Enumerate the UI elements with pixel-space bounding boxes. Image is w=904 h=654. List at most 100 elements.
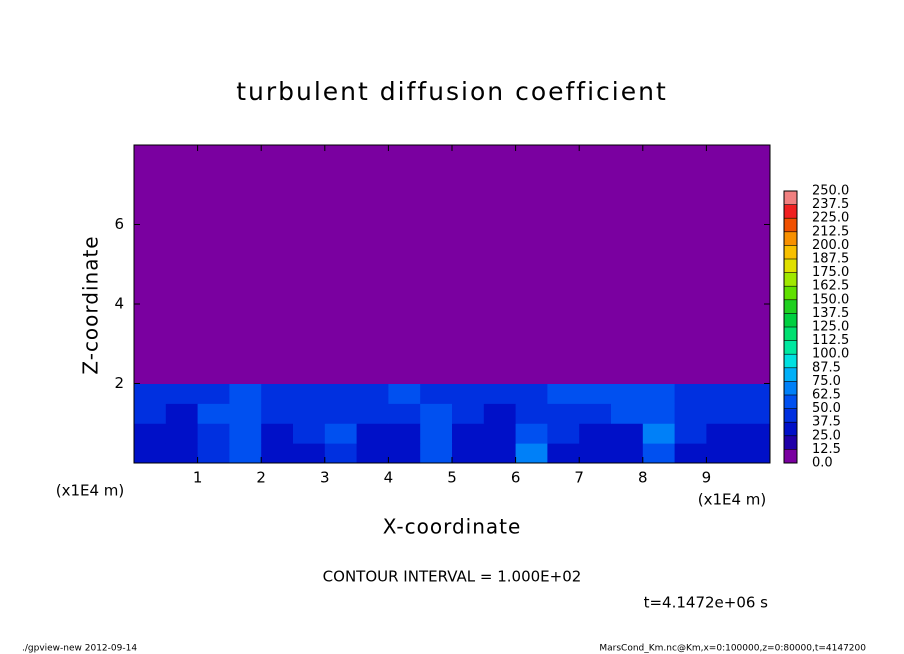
heat-cell	[452, 145, 485, 225]
heat-cell	[420, 224, 453, 305]
colorbar-swatch	[784, 435, 797, 450]
heat-cell	[642, 443, 676, 464]
colorbar-swatch	[784, 286, 797, 300]
x-tick-label: 4	[384, 469, 394, 487]
heat-cell	[293, 403, 326, 424]
heat-cell	[388, 423, 421, 444]
heat-cell	[229, 224, 262, 305]
heat-cell	[515, 443, 548, 464]
heat-cell	[547, 403, 580, 424]
colorbar-label: 225.0	[812, 211, 849, 226]
y-unit-label: (x1E4 m)	[56, 482, 125, 500]
heat-cell	[134, 383, 167, 404]
heat-cell	[165, 224, 199, 305]
heat-cell	[229, 304, 262, 384]
heat-cell	[579, 423, 612, 444]
heat-cell	[674, 423, 707, 444]
colorbar-swatch	[784, 422, 797, 436]
heat-cell	[547, 443, 580, 464]
heat-cell	[642, 224, 676, 305]
heat-cell	[706, 304, 739, 384]
heat-cell	[356, 403, 389, 424]
colorbar-label: 0.0	[812, 456, 833, 471]
colorbar-swatch	[784, 327, 797, 341]
heat-cell	[452, 304, 485, 384]
heat-cell	[738, 224, 771, 305]
heat-cell	[388, 304, 421, 384]
colorbar-swatch	[784, 367, 797, 382]
heat-cell	[611, 145, 644, 225]
colorbar-swatch	[784, 245, 797, 259]
x-tick-label: 9	[702, 469, 712, 487]
heat-cell	[483, 224, 517, 305]
colorbar-label: 250.0	[812, 184, 849, 199]
x-tick-label: 8	[638, 469, 648, 487]
heat-cell	[261, 443, 294, 464]
heat-cell	[388, 145, 421, 225]
heat-cell	[642, 403, 676, 424]
heat-cell	[642, 383, 676, 404]
heat-cell	[134, 423, 167, 444]
x-unit-label: (x1E4 m)	[698, 491, 767, 509]
heat-cell	[674, 443, 707, 464]
heat-cell	[356, 423, 389, 444]
heat-cell	[674, 145, 707, 225]
colorbar-label: 50.0	[812, 401, 841, 416]
heat-cell	[134, 304, 167, 384]
heat-cell	[197, 145, 230, 225]
heat-cell	[547, 145, 580, 225]
heat-cell	[420, 304, 453, 384]
heat-cell	[197, 383, 230, 404]
x-tick-label: 1	[193, 469, 203, 487]
heat-cell	[293, 304, 326, 384]
heat-cell	[642, 304, 676, 384]
heat-cell	[515, 304, 548, 384]
heat-cell	[324, 403, 358, 424]
heat-cell	[483, 423, 517, 444]
heat-cell	[738, 383, 771, 404]
y-tick-label: 6	[114, 215, 124, 233]
heat-cell	[261, 423, 294, 444]
heat-cell	[515, 423, 548, 444]
x-tick-label: 5	[447, 469, 457, 487]
colorbar-swatch	[784, 381, 797, 395]
colorbar-label: 37.5	[812, 415, 841, 430]
heat-cell	[356, 145, 389, 225]
heat-cell	[197, 403, 230, 424]
heat-cell	[515, 224, 548, 305]
colorbar-swatch	[784, 299, 797, 314]
heat-cell	[483, 304, 517, 384]
heat-cell	[165, 423, 199, 444]
colorbar-label: 87.5	[812, 360, 841, 375]
heat-cell	[229, 403, 262, 424]
heat-cell	[388, 403, 421, 424]
heat-cell	[165, 383, 199, 404]
heat-cell	[324, 443, 358, 464]
heat-cell	[261, 145, 294, 225]
heat-cell	[579, 383, 612, 404]
heat-cell	[197, 224, 230, 305]
colorbar-label: 137.5	[812, 306, 849, 321]
colorbar-swatch	[784, 395, 797, 409]
heat-cell	[197, 304, 230, 384]
colorbar-swatch	[784, 204, 797, 219]
y-tick-label: 4	[114, 295, 124, 313]
heat-cell	[611, 383, 644, 404]
colorbar-label: 25.0	[812, 428, 841, 443]
heat-cell	[515, 383, 548, 404]
x-tick-label: 2	[256, 469, 266, 487]
heat-cell	[452, 224, 485, 305]
heat-cell	[134, 443, 167, 464]
heat-cell	[706, 224, 739, 305]
heat-cell	[420, 145, 453, 225]
colorbar-swatch	[784, 408, 797, 423]
heat-cell	[293, 423, 326, 444]
heat-cell	[483, 383, 517, 404]
heat-cell	[706, 145, 739, 225]
heat-cell	[674, 304, 707, 384]
heat-cell	[293, 443, 326, 464]
heat-cell	[134, 224, 167, 305]
colorbar-label: 12.5	[812, 442, 841, 457]
heat-cell	[165, 145, 199, 225]
colorbar-label: 237.5	[812, 197, 849, 212]
